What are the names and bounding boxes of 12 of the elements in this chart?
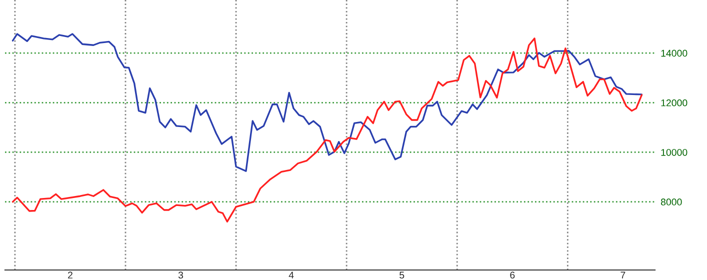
x-tick-label: 3 (178, 272, 184, 279)
x-tick-label: 2 (68, 272, 72, 278)
y-tick-label: 14000 (661, 50, 688, 57)
line-series (12, 38, 643, 222)
y-tick-label: 8000 (660, 198, 682, 206)
x-tick-label: 5 (400, 272, 404, 279)
x-tick-label: 4 (288, 272, 294, 278)
y-tick-label: 12000 (661, 99, 688, 106)
x-tick-label: 7 (620, 272, 626, 278)
y-tick-label: 10000 (661, 148, 688, 156)
line-series (12, 33, 643, 172)
x-tick-label: 6 (510, 272, 515, 279)
